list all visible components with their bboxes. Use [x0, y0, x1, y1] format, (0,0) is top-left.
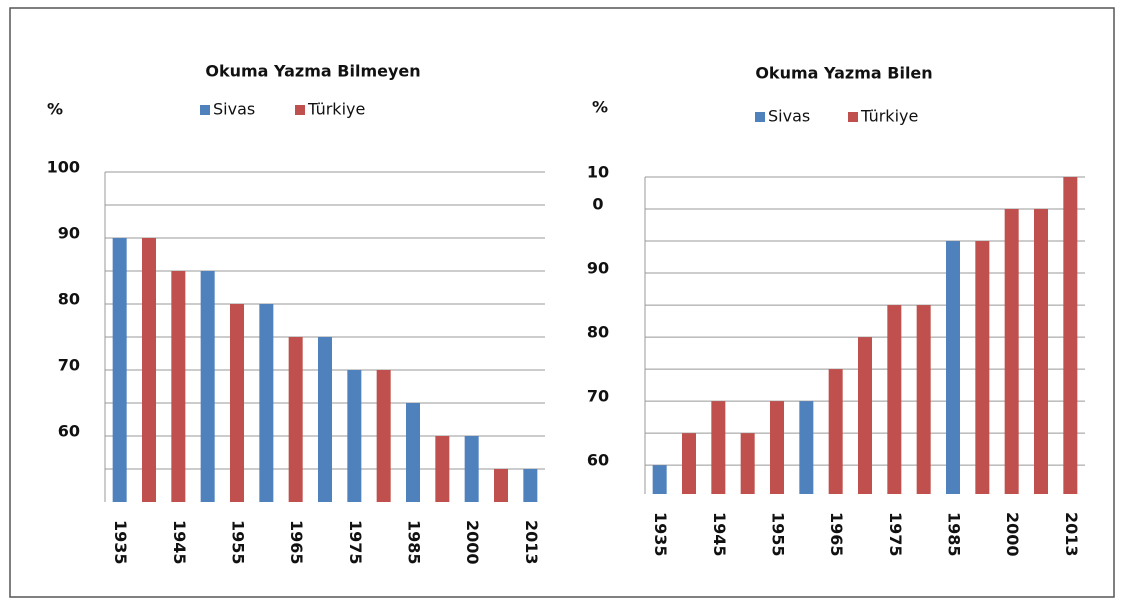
x-tick-label: 1945: [710, 512, 729, 557]
y-tick-label: 70: [58, 356, 80, 375]
y-tick-label: 100: [47, 158, 80, 177]
legend-label: Türkiye: [307, 100, 365, 119]
bar: [171, 271, 186, 502]
legend-swatch: [848, 112, 858, 122]
y-tick-label: 90: [58, 224, 80, 243]
bar: [946, 241, 960, 494]
legend-label: Sivas: [768, 107, 810, 126]
bar: [494, 469, 508, 502]
x-tick-label: 1975: [886, 512, 905, 557]
y-axis-label: %: [47, 100, 63, 119]
x-tick-label: 1955: [229, 520, 248, 565]
legend-swatch: [200, 105, 210, 115]
bar: [347, 370, 362, 502]
bar: [259, 304, 274, 502]
x-tick-label: 1965: [287, 520, 306, 565]
bar: [142, 238, 156, 502]
frame: [9, 7, 1115, 598]
bar: [711, 401, 726, 494]
x-tick-label: 1935: [651, 512, 670, 557]
y-tick-label: 70: [587, 387, 609, 406]
bar: [975, 241, 990, 494]
x-tick-label: 2000: [463, 520, 482, 565]
x-tick-label: 1965: [827, 512, 846, 557]
bar: [828, 369, 843, 494]
legend-swatch: [755, 112, 765, 122]
x-tick-label: 2013: [1062, 512, 1081, 557]
legend-swatch: [295, 105, 305, 115]
chart-title: Okuma Yazma Bilen: [755, 64, 932, 83]
x-tick-label: 1955: [769, 512, 788, 557]
bar: [435, 436, 450, 502]
bar: [1063, 177, 1078, 494]
bar: [112, 238, 127, 502]
y-axis-label: %: [592, 98, 608, 117]
legend-label: Sivas: [213, 100, 255, 119]
x-tick-label: 1975: [346, 520, 365, 565]
bar: [916, 305, 931, 494]
x-tick-label: 1935: [111, 520, 130, 565]
y-tick-label: 0: [592, 195, 603, 214]
bar: [799, 401, 814, 494]
bar: [682, 433, 696, 494]
bar: [887, 305, 902, 494]
bar: [770, 401, 784, 494]
x-tick-label: 1985: [945, 512, 964, 557]
y-tick-label: 10: [587, 163, 609, 182]
bar: [288, 337, 303, 502]
x-tick-label: 2013: [522, 520, 541, 565]
x-tick-label: 1945: [170, 520, 189, 565]
y-tick-label: 90: [587, 259, 609, 278]
y-tick-label: 60: [587, 451, 609, 470]
bar: [230, 304, 244, 502]
y-tick-label: 80: [587, 323, 609, 342]
bar: [406, 403, 420, 502]
bar: [318, 337, 332, 502]
bar: [1004, 209, 1019, 494]
bar: [464, 436, 479, 502]
bar: [200, 271, 215, 502]
bar: [740, 433, 755, 494]
legend-label: Türkiye: [860, 107, 918, 126]
bar: [523, 469, 538, 502]
bar: [1034, 209, 1048, 494]
x-tick-label: 2000: [1003, 512, 1022, 557]
bar: [376, 370, 391, 502]
bar: [858, 337, 872, 494]
x-tick-label: 1985: [405, 520, 424, 565]
y-tick-label: 60: [58, 422, 80, 441]
bar: [652, 465, 667, 494]
chart-title: Okuma Yazma Bilmeyen: [205, 62, 420, 81]
y-tick-label: 80: [58, 290, 80, 309]
